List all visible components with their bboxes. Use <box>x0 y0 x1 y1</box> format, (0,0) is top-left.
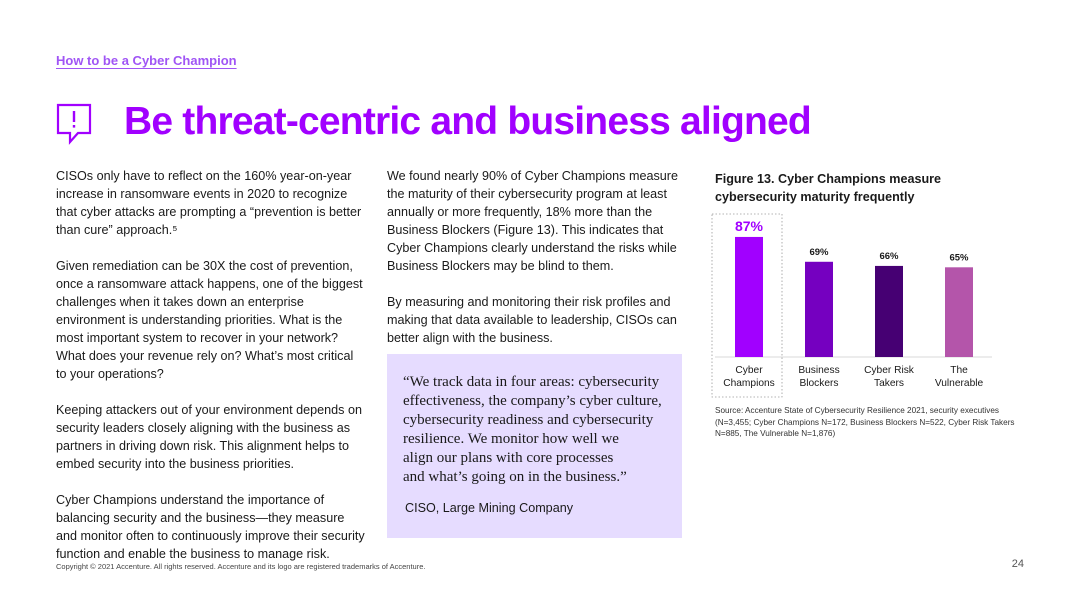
bar <box>945 267 973 357</box>
paragraph: We found nearly 90% of Cyber Champions m… <box>387 169 678 273</box>
speech-bubble-alert-icon <box>56 103 92 145</box>
quote-text: “We track data in four areas: cybersecur… <box>403 374 662 485</box>
page-number: 24 <box>1011 558 1024 570</box>
quote-attribution: CISO, Large Mining Company <box>405 501 573 515</box>
body-column-left: CISOs only have to reflect on the 160% y… <box>56 167 366 581</box>
data-label: 87% <box>735 218 764 234</box>
paragraph: CISOs only have to reflect on the 160% y… <box>56 169 362 237</box>
data-label: 65% <box>949 252 969 263</box>
category-label: Business <box>798 365 839 376</box>
bar <box>875 265 903 357</box>
data-label: 66% <box>879 251 899 262</box>
category-label: Blockers <box>799 378 838 389</box>
breadcrumb[interactable]: How to be a Cyber Champion <box>56 53 237 68</box>
category-label: Cyber Risk <box>864 365 915 376</box>
bar <box>805 261 833 357</box>
bar-chart: 87% Cyber Champions 69% Business Blockers 66% C… <box>711 213 992 398</box>
category-label: The <box>950 365 968 376</box>
data-label: 69% <box>809 247 829 258</box>
paragraph: Keeping attackers out of your environmen… <box>56 403 362 471</box>
paragraph: Cyber Champions understand the importanc… <box>56 493 365 561</box>
category-label: Champions <box>723 378 775 389</box>
category-label: Takers <box>874 378 904 389</box>
quote-box: “We track data in four areas: cybersecur… <box>387 354 682 538</box>
page-title: Be threat-centric and business aligned <box>124 100 812 143</box>
category-label: Cyber <box>735 365 763 376</box>
figure-title: Figure 13. Cyber Champions measure cyber… <box>715 172 942 204</box>
paragraph: Given remediation can be 30X the cost of… <box>56 259 363 381</box>
paragraph: By measuring and monitoring their risk p… <box>387 295 677 345</box>
highlight-frame <box>711 213 783 398</box>
category-label: Vulnerable <box>935 378 984 389</box>
chart-source-note: Source: Accenture State of Cybersecurity… <box>715 406 1015 438</box>
copyright-footer: Copyright © 2021 Accenture. All rights r… <box>56 562 426 571</box>
bar <box>735 236 763 357</box>
body-column-middle: We found nearly 90% of Cyber Champions m… <box>387 167 692 365</box>
